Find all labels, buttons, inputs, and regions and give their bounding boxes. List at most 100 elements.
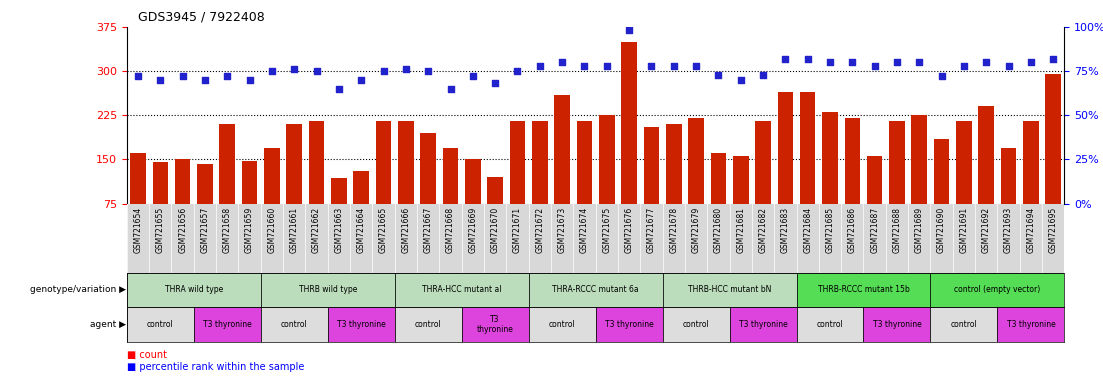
Text: GSM721655: GSM721655 (156, 207, 164, 253)
Bar (756, 121, 771, 204)
Point (508, 68, 526, 74)
Bar (331, 178, 346, 204)
Point (1045, 56, 1062, 62)
Bar (395, 307, 462, 342)
Bar (864, 307, 931, 342)
Bar (462, 307, 528, 342)
Bar (152, 162, 168, 204)
Text: T3
thyronine: T3 thyronine (476, 315, 514, 334)
Bar (796, 307, 864, 342)
Point (352, 77, 370, 83)
Bar (663, 273, 796, 307)
Bar (934, 139, 950, 204)
Text: GSM721676: GSM721676 (624, 207, 633, 253)
Bar (845, 118, 860, 204)
Text: GSM721659: GSM721659 (245, 207, 254, 253)
Text: GSM721681: GSM721681 (736, 207, 746, 253)
Bar (260, 307, 328, 342)
Bar (1024, 121, 1039, 204)
Text: THRA-RCCC mutant 6a: THRA-RCCC mutant 6a (553, 285, 639, 295)
Bar (596, 307, 663, 342)
Text: GSM721668: GSM721668 (446, 207, 456, 253)
Text: genotype/variation ▶: genotype/variation ▶ (30, 285, 126, 295)
Text: control: control (549, 320, 576, 329)
Point (330, 86, 347, 92)
Text: GSM721689: GSM721689 (914, 207, 924, 253)
Text: GSM721654: GSM721654 (133, 207, 142, 253)
Point (464, 73, 482, 79)
Bar (666, 124, 682, 204)
Text: GSM721671: GSM721671 (513, 207, 522, 253)
Text: GSM721669: GSM721669 (469, 207, 478, 253)
Bar (688, 118, 704, 204)
Bar (800, 92, 815, 204)
Text: T3 thyronine: T3 thyronine (872, 320, 921, 329)
Text: GSM721685: GSM721685 (825, 207, 835, 253)
Text: GSM721661: GSM721661 (290, 207, 299, 253)
Point (777, 56, 794, 62)
Bar (621, 41, 636, 204)
Bar (264, 147, 280, 204)
Bar (219, 124, 235, 204)
Text: GSM721687: GSM721687 (870, 207, 879, 253)
Text: GSM721656: GSM721656 (179, 207, 188, 253)
Point (240, 77, 258, 83)
Bar (442, 147, 459, 204)
Bar (309, 121, 324, 204)
Text: GSM721666: GSM721666 (401, 207, 410, 253)
Text: THRB-HCC mutant bN: THRB-HCC mutant bN (688, 285, 771, 295)
Bar (528, 307, 596, 342)
Text: agent ▶: agent ▶ (89, 320, 126, 329)
Text: GSM721680: GSM721680 (714, 207, 722, 253)
Text: T3 thyronine: T3 thyronine (604, 320, 653, 329)
Bar (978, 106, 994, 204)
Text: GSM721691: GSM721691 (960, 207, 968, 253)
Text: GSM721667: GSM721667 (424, 207, 432, 253)
Point (218, 73, 236, 79)
Bar (130, 154, 146, 204)
Point (174, 73, 192, 79)
Text: GSM721674: GSM721674 (580, 207, 589, 253)
Text: GSM721686: GSM721686 (848, 207, 857, 253)
Text: control: control (816, 320, 844, 329)
Bar (599, 115, 614, 204)
Text: THRB wild type: THRB wild type (299, 285, 357, 295)
Point (441, 86, 459, 92)
Text: THRB-RCCC mutant 15b: THRB-RCCC mutant 15b (817, 285, 909, 295)
Text: control: control (147, 320, 173, 329)
Point (888, 59, 906, 65)
Point (620, 27, 638, 33)
Text: control: control (683, 320, 709, 329)
Text: control: control (951, 320, 977, 329)
Point (933, 73, 951, 79)
Point (821, 59, 838, 65)
Text: T3 thyronine: T3 thyronine (336, 320, 386, 329)
Text: ■ count: ■ count (127, 350, 167, 360)
Bar (260, 273, 395, 307)
Text: T3 thyronine: T3 thyronine (739, 320, 788, 329)
Text: control: control (415, 320, 441, 329)
Bar (528, 273, 663, 307)
Text: GSM721665: GSM721665 (379, 207, 388, 253)
Bar (1046, 74, 1061, 204)
Bar (997, 307, 1064, 342)
Point (531, 63, 548, 69)
Text: GSM721682: GSM721682 (759, 207, 768, 253)
Bar (510, 121, 525, 204)
Bar (420, 133, 436, 204)
Bar (822, 112, 838, 204)
Bar (1000, 147, 1016, 204)
Text: control (empty vector): control (empty vector) (954, 285, 1040, 295)
Text: THRA-HCC mutant al: THRA-HCC mutant al (422, 285, 502, 295)
Bar (398, 121, 414, 204)
Point (129, 73, 147, 79)
Point (486, 80, 504, 86)
Text: THRA wild type: THRA wild type (164, 285, 223, 295)
Bar (242, 161, 257, 204)
Bar (911, 115, 928, 204)
Bar (796, 273, 931, 307)
Point (910, 59, 928, 65)
Bar (956, 121, 972, 204)
Text: T3 thyronine: T3 thyronine (1007, 320, 1056, 329)
Text: GSM721692: GSM721692 (982, 207, 990, 253)
